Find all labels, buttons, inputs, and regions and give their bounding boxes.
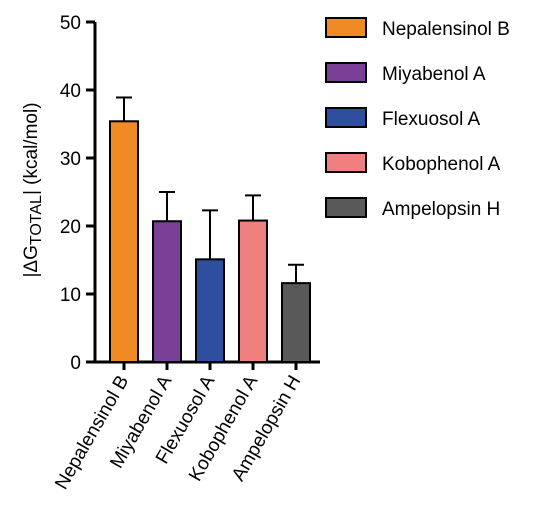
x-tick-label: Nepalensinol B bbox=[51, 372, 133, 493]
bar bbox=[109, 120, 139, 363]
y-axis-label-prefix: |ΔG bbox=[21, 245, 42, 277]
legend: Nepalensinol B Miyabenol A Flexuosol A Kobo… bbox=[325, 17, 510, 220]
y-axis-label-suffix: | (kcal/mol) bbox=[21, 102, 42, 195]
legend-swatch bbox=[325, 17, 367, 38]
legend-label: Ampelopsin H bbox=[382, 199, 500, 220]
y-tick-label: 40 bbox=[60, 81, 81, 102]
y-tick-label: 20 bbox=[60, 217, 81, 238]
y-tick-label: 50 bbox=[60, 13, 81, 34]
legend-swatch bbox=[325, 107, 367, 128]
bar bbox=[152, 220, 182, 363]
legend-swatch bbox=[325, 197, 367, 218]
y-tick-label: 30 bbox=[60, 149, 81, 170]
bar bbox=[238, 219, 268, 363]
svg-text:|ΔGTOTAL| (kcal/mol): |ΔGTOTAL| (kcal/mol) bbox=[21, 102, 45, 277]
legend-swatch bbox=[325, 152, 367, 173]
y-tick-label: 0 bbox=[70, 353, 81, 374]
bar bbox=[195, 258, 225, 364]
y-tick-label: 10 bbox=[60, 285, 81, 306]
bar bbox=[281, 282, 311, 363]
legend-swatch bbox=[325, 62, 367, 83]
y-axis-label: |ΔGTOTAL| (kcal/mol) bbox=[21, 102, 45, 277]
legend-label: Nepalensinol B bbox=[382, 19, 510, 40]
y-axis-label-subscript: TOTAL bbox=[28, 195, 45, 245]
legend-label: Flexuosol A bbox=[382, 109, 481, 130]
legend-label: Kobophenol A bbox=[382, 154, 501, 175]
legend-label: Miyabenol A bbox=[382, 64, 486, 85]
